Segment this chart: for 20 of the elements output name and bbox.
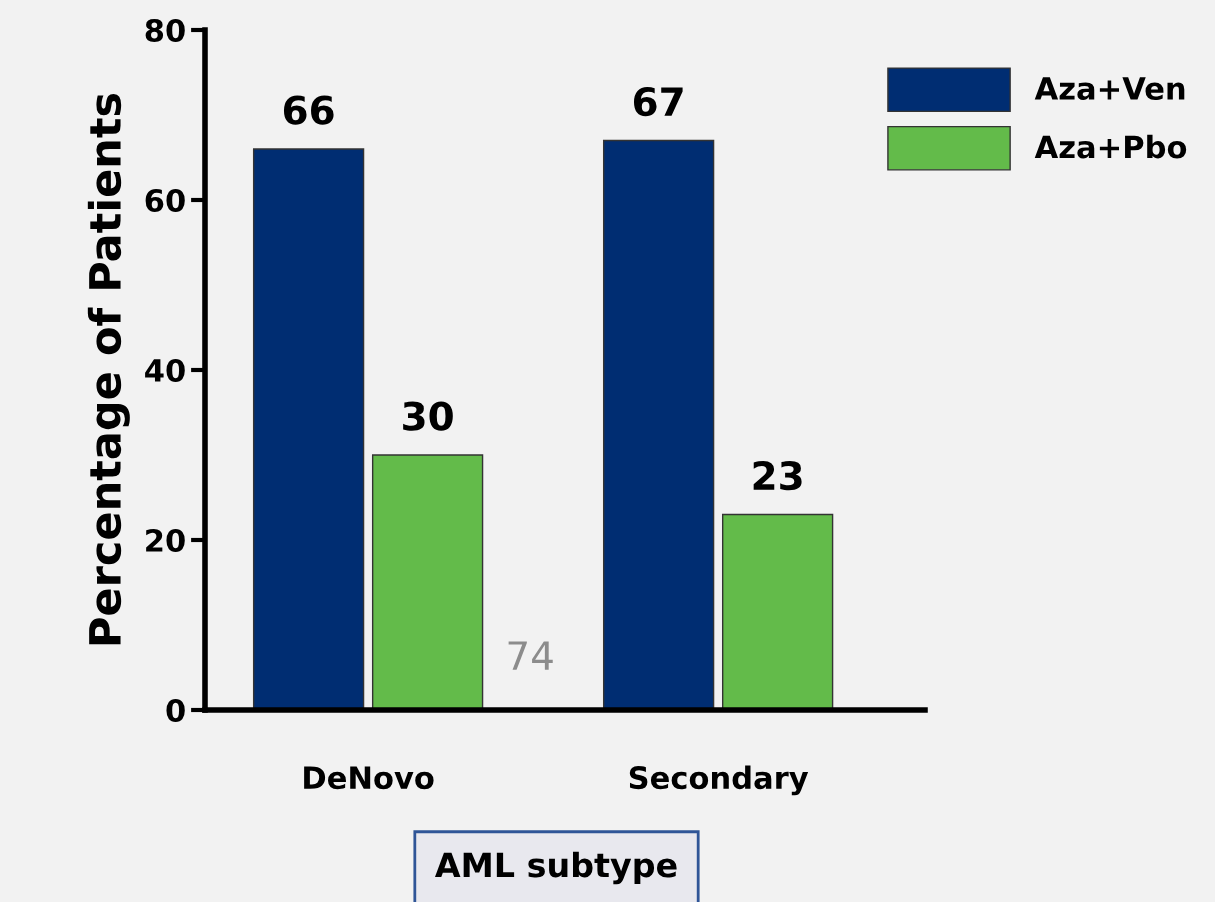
- legend-label: Aza+Ven: [1034, 77, 1185, 100]
- y-tick-label: 0: [166, 698, 185, 723]
- x-axis-title: AML subtype: [434, 851, 677, 885]
- annotation: 74: [508, 641, 553, 670]
- bar: [371, 454, 484, 710]
- bar: [252, 148, 365, 710]
- y-tick-label: 80: [145, 18, 185, 43]
- y-tick-label: 40: [145, 358, 185, 383]
- bar: [602, 139, 715, 710]
- data-label: 67: [633, 86, 683, 117]
- x-tick-label: Secondary: [629, 765, 809, 796]
- legend-label: Aza+Pbo: [1034, 134, 1187, 159]
- y-tick-label: 60: [145, 188, 185, 213]
- y-tick-label: 20: [146, 528, 185, 553]
- data-label: 30: [403, 401, 453, 431]
- x-tick-label: DeNovo: [304, 766, 434, 790]
- data-label: 23: [753, 460, 802, 491]
- bar: [721, 513, 834, 710]
- y-axis-title: Percentage of Patients: [87, 93, 130, 645]
- data-label: 66: [283, 95, 334, 125]
